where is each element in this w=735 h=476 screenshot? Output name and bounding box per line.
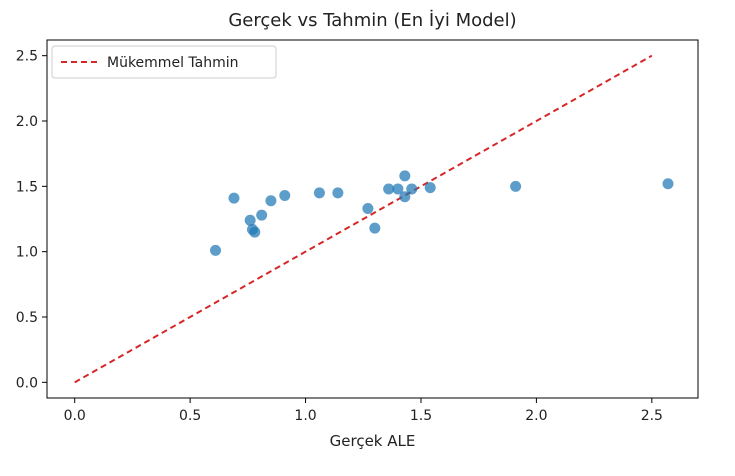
x-tick-label-0: 0.0 xyxy=(64,408,86,424)
data-point-14 xyxy=(399,191,411,203)
data-point-8 xyxy=(313,187,325,199)
data-point-2 xyxy=(244,214,256,226)
perfect-prediction-line xyxy=(74,54,653,384)
y-tick-label-1: 0.5 xyxy=(16,310,38,326)
plot-layer: 0.0 0.5 1.0 1.5 2.0 2.5 0.0 0.5 1.0 1.5 2.0 2.5 Müke… xyxy=(16,39,699,424)
legend-box xyxy=(51,45,277,79)
y-tick-label-4: 2.0 xyxy=(16,114,38,130)
legend: Mükemmel Tahmin xyxy=(51,45,277,79)
y-tick-label-5: 2.5 xyxy=(16,49,38,65)
plot-frame xyxy=(46,39,699,399)
data-point-15 xyxy=(399,170,411,182)
data-point-0 xyxy=(210,244,222,256)
x-tick-label-5: 2.5 xyxy=(641,408,663,424)
x-tick-label-2: 1.0 xyxy=(294,408,316,424)
y-tick-label-0: 0.0 xyxy=(16,375,38,391)
data-point-16 xyxy=(406,183,418,195)
legend-label-perfect-prediction: Mükemmel Tahmin xyxy=(107,55,239,71)
data-point-9 xyxy=(332,187,344,199)
data-point-1 xyxy=(228,192,240,204)
data-point-18 xyxy=(510,180,522,192)
data-point-6 xyxy=(265,195,277,207)
data-point-19 xyxy=(662,178,674,190)
x-tick-label-1: 0.5 xyxy=(179,408,201,424)
x-tick-label-4: 2.0 xyxy=(525,408,547,424)
x-tick-label-3: 1.5 xyxy=(410,408,432,424)
y-tick-label-3: 1.5 xyxy=(16,179,38,195)
data-point-12 xyxy=(383,183,395,195)
x-axis-title: Gerçek ALE xyxy=(330,432,416,450)
data-point-7 xyxy=(279,189,291,201)
data-point-13 xyxy=(392,183,404,195)
data-point-17 xyxy=(424,182,436,194)
data-point-5 xyxy=(256,209,268,221)
y-tick-label-2: 1.0 xyxy=(16,245,38,261)
chart-title: Gerçek vs Tahmin (En İyi Model) xyxy=(228,10,516,31)
data-point-10 xyxy=(362,203,374,215)
data-point-4 xyxy=(249,226,261,238)
data-point-11 xyxy=(369,222,381,234)
